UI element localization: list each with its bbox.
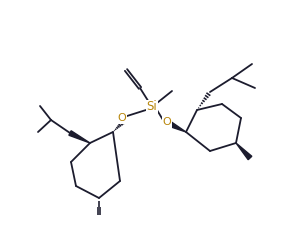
- Polygon shape: [169, 122, 186, 132]
- Polygon shape: [69, 131, 90, 143]
- Polygon shape: [236, 143, 252, 160]
- Text: O: O: [118, 113, 126, 123]
- Text: O: O: [163, 117, 171, 127]
- Text: Si: Si: [147, 101, 158, 114]
